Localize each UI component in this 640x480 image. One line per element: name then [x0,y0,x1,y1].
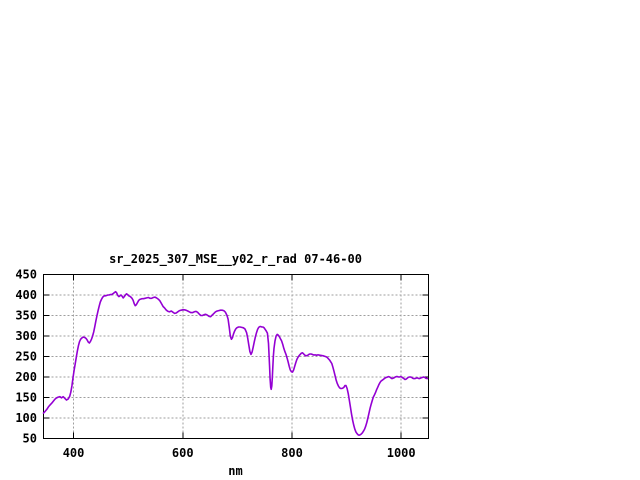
x-axis-label: nm [228,464,243,478]
series-line [42,290,429,436]
x-tick-label: 1000 [387,446,416,460]
x-tick-label: 800 [281,446,303,460]
y-tick-label: 300 [15,329,37,343]
y-tick-label: 450 [15,268,37,282]
x-tick-label: 600 [172,446,194,460]
y-tick-label: 100 [15,411,37,425]
y-tick-label: 250 [15,350,37,364]
y-tick-label: 400 [15,288,37,302]
chart-title: sr_2025_307_MSE__y02_r_rad 07-46-00 [109,252,362,266]
x-tick-label: 400 [63,446,85,460]
y-tick-label: 150 [15,391,37,405]
y-tick-label: 200 [15,370,37,384]
y-tick-label: 350 [15,309,37,323]
y-tick-label: 50 [23,432,37,446]
